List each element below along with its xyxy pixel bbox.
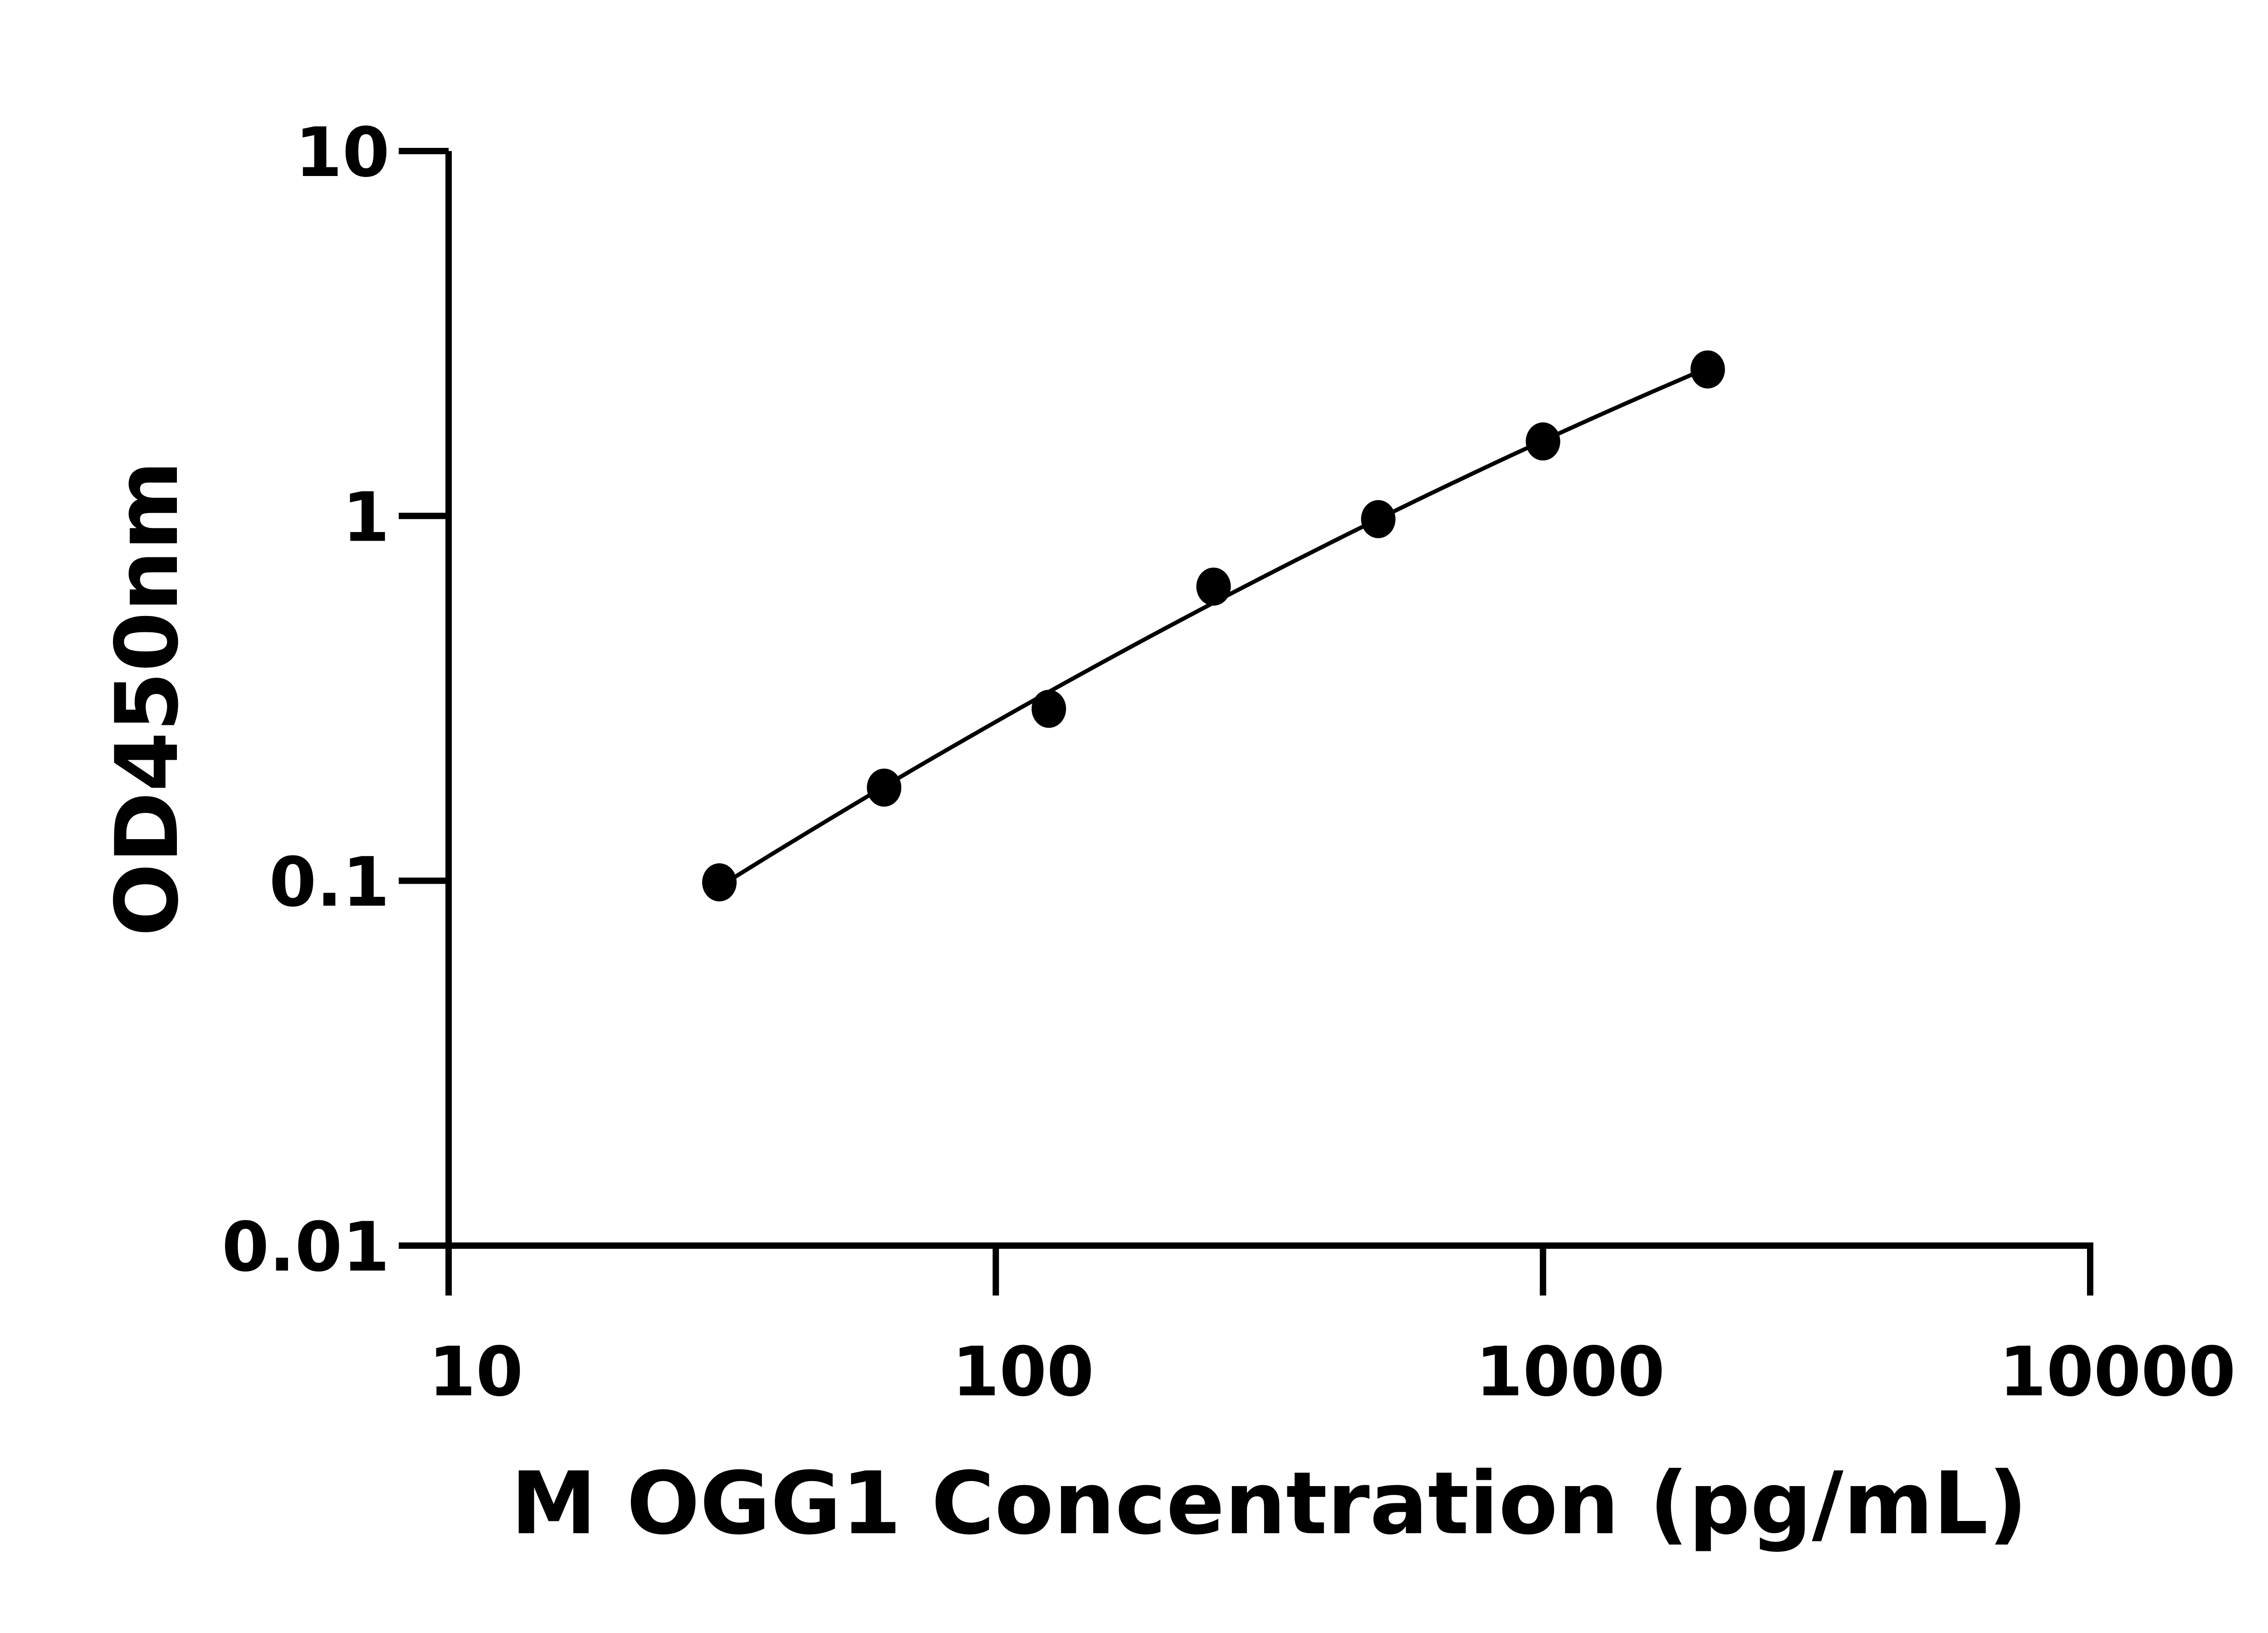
data-point <box>1031 689 1066 728</box>
y-tick-label: 10 <box>295 113 390 192</box>
data-point <box>1525 422 1560 461</box>
data-point <box>1361 500 1396 538</box>
x-axis-label: M OGG1 Concentration (pg/mL) <box>511 1453 2028 1554</box>
data-point <box>702 863 737 902</box>
y-tick-label: 0.01 <box>222 1208 390 1287</box>
axes <box>399 148 2093 1296</box>
y-tick-label: 1 <box>342 478 390 557</box>
data-point <box>1196 567 1231 606</box>
x-tick-label: 10000 <box>1999 1333 2236 1412</box>
data-point <box>867 768 902 807</box>
x-tick-label: 1000 <box>1476 1333 1665 1412</box>
x-tick-label: 10 <box>429 1333 523 1412</box>
data-points <box>702 350 1725 902</box>
y-axis-label: OD450nm <box>97 460 197 936</box>
x-tick-label: 100 <box>952 1333 1094 1412</box>
tick-labels: 10 100 1000 10000 0.01 0.1 1 10 <box>222 113 2236 1412</box>
data-point <box>1690 350 1725 389</box>
y-tick-label: 0.1 <box>269 843 390 922</box>
